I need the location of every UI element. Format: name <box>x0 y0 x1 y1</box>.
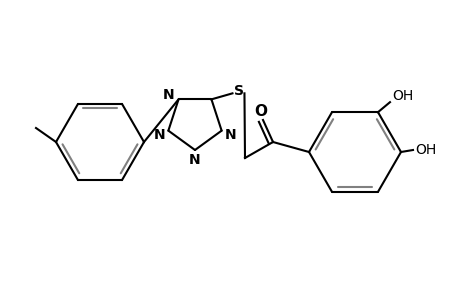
Text: S: S <box>234 84 244 98</box>
Text: OH: OH <box>414 143 435 157</box>
Text: N: N <box>162 88 174 102</box>
Text: N: N <box>189 153 201 167</box>
Text: N: N <box>224 128 236 142</box>
Text: N: N <box>153 128 165 142</box>
Text: O: O <box>254 103 267 118</box>
Text: OH: OH <box>391 89 412 103</box>
